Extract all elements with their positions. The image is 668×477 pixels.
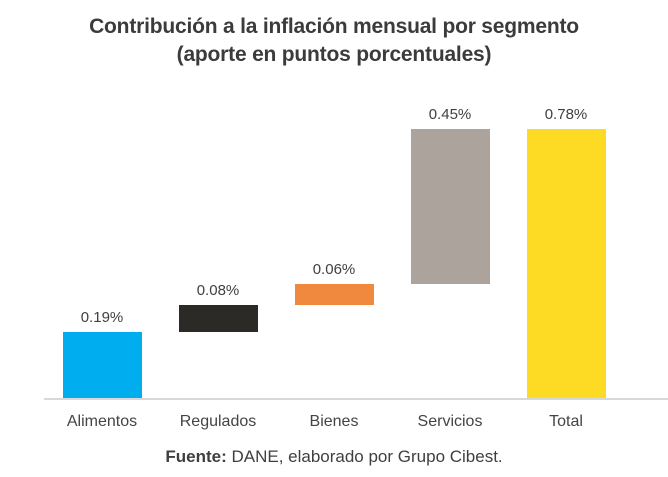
value-label-bienes: 0.06% xyxy=(312,261,356,279)
chart-title-line2: (aporte en puntos porcentuales) xyxy=(176,43,492,66)
category-label-servicios: Servicios xyxy=(417,413,483,430)
bar-bienes xyxy=(294,284,374,305)
category-label-regulados: Regulados xyxy=(179,413,257,430)
source-note-text: DANE, elaborado por Grupo Cibest. xyxy=(226,447,503,466)
value-label-total: 0.78% xyxy=(544,106,588,123)
source-note: Fuente: DANE, elaborado por Grupo Cibest… xyxy=(0,447,668,467)
value-label-servicios: 0.45% xyxy=(428,106,472,123)
category-label-bienes: Bienes xyxy=(309,413,359,430)
bar-alimentos xyxy=(62,332,142,398)
bar-regulados xyxy=(178,304,258,333)
category-label-total: Total xyxy=(549,413,583,430)
value-label-regulados: 0.08% xyxy=(196,281,240,299)
bar-servicios xyxy=(410,129,490,285)
bar-total xyxy=(526,129,606,398)
chart-title: Contribución a la inflación mensual por … xyxy=(0,13,668,69)
x-axis-line xyxy=(44,398,668,400)
chart-title-line1: Contribución a la inflación mensual por … xyxy=(89,15,579,38)
category-label-alimentos: Alimentos xyxy=(66,413,138,430)
source-note-prefix: Fuente: xyxy=(165,447,227,466)
value-label-alimentos: 0.19% xyxy=(80,309,124,327)
